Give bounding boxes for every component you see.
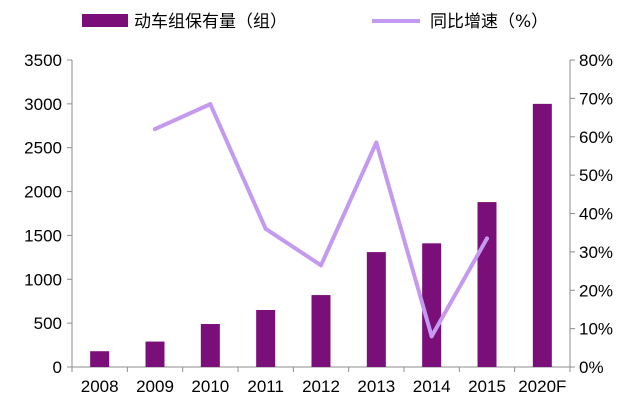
y-right-tick-label: 70% <box>579 89 613 108</box>
y-right-tick-label: 80% <box>579 51 613 70</box>
y-right-tick-label: 0% <box>579 358 604 377</box>
y-right-tick-label: 40% <box>579 205 613 224</box>
line-point <box>374 140 379 145</box>
x-tick-label: 2014 <box>413 377 451 396</box>
x-tick-label: 2008 <box>81 377 119 396</box>
y-right-tick-label: 30% <box>579 243 613 262</box>
bar <box>200 324 220 367</box>
x-tick-label: 2020F <box>518 377 566 396</box>
bar <box>422 243 442 367</box>
y-right-tick-label: 50% <box>579 166 613 185</box>
legend-label-line: 同比增速（%） <box>430 12 548 32</box>
x-tick-label: 2010 <box>191 377 229 396</box>
y-left-tick-label: 500 <box>34 314 62 333</box>
legend-swatch-bar <box>82 14 128 27</box>
axes: 0 500 1000 1500 2000 2500 3000 3500 0% 10% 20% 30% 4… <box>24 51 613 396</box>
bar <box>477 202 497 367</box>
y-left-tick-label: 1000 <box>24 270 62 289</box>
legend-label-bar: 动车组保有量（组） <box>134 12 287 32</box>
y-left-tick-label: 3000 <box>24 95 62 114</box>
x-tick-label: 2015 <box>468 377 506 396</box>
y-left-tick-label: 2000 <box>24 183 62 202</box>
y-left-tick-label: 3500 <box>24 51 62 70</box>
bar-series <box>90 103 552 367</box>
x-tick-label: 2012 <box>302 377 340 396</box>
bar <box>90 351 110 367</box>
line-point <box>485 236 489 241</box>
y-right-tick-label: 60% <box>579 128 613 147</box>
line-point <box>208 102 213 107</box>
x-tick-label: 2009 <box>136 377 174 396</box>
line-point <box>153 127 157 132</box>
y-right-tick-label: 10% <box>579 320 613 339</box>
x-tick-label: 2011 <box>247 377 284 396</box>
line-series <box>153 102 489 339</box>
bar <box>532 103 552 367</box>
x-tick-label: 2013 <box>357 377 395 396</box>
y-left-tick-label: 2500 <box>24 139 62 158</box>
y-left-tick-label: 1500 <box>24 226 62 245</box>
y-left-tick-label: 0 <box>53 358 62 377</box>
bar <box>366 252 386 367</box>
bar <box>311 295 331 367</box>
legend: 动车组保有量（组） 同比增速（%） <box>82 12 548 32</box>
y-right-tick-label: 20% <box>579 281 613 300</box>
bar <box>256 309 276 367</box>
line-point <box>319 263 323 268</box>
line-point <box>429 334 434 339</box>
bar <box>145 341 165 367</box>
line-point <box>263 226 268 231</box>
